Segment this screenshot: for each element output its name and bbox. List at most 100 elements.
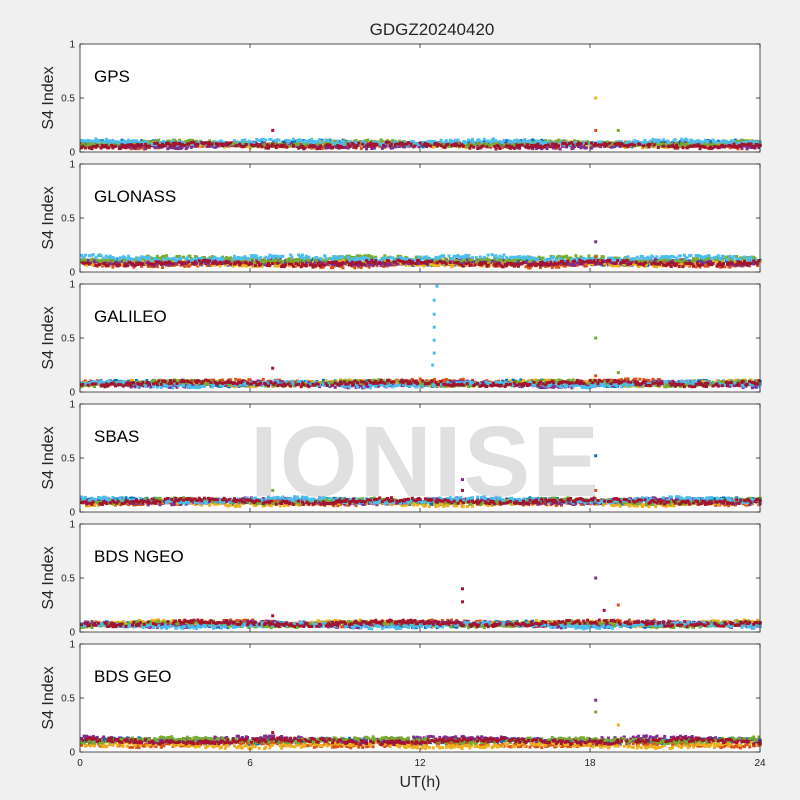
data-point xyxy=(648,139,652,143)
data-point xyxy=(268,260,272,264)
data-point xyxy=(183,259,187,263)
data-point xyxy=(277,138,281,142)
data-point xyxy=(746,145,750,149)
data-point xyxy=(183,143,187,147)
data-point xyxy=(243,138,247,142)
data-point xyxy=(255,137,259,141)
data-point xyxy=(512,264,516,268)
data-point xyxy=(192,262,196,266)
data-point xyxy=(732,255,736,258)
data-point xyxy=(437,142,440,146)
data-point xyxy=(498,140,502,144)
data-point xyxy=(359,262,363,266)
data-point xyxy=(642,256,646,260)
data-point xyxy=(675,143,678,147)
data-point xyxy=(698,147,702,151)
data-point xyxy=(153,256,157,260)
data-point xyxy=(208,141,212,145)
data-point xyxy=(242,256,246,260)
data-point xyxy=(472,145,476,149)
data-point xyxy=(107,146,111,150)
data-point xyxy=(167,142,171,146)
plot-area xyxy=(80,44,760,152)
data-point xyxy=(193,142,197,146)
data-point xyxy=(658,138,661,142)
data-point xyxy=(252,254,256,257)
data-point xyxy=(141,262,145,266)
data-point xyxy=(650,260,654,263)
data-point xyxy=(627,143,631,147)
data-point xyxy=(412,140,416,144)
data-point xyxy=(658,144,661,148)
data-point xyxy=(365,144,369,148)
data-point xyxy=(333,142,337,146)
data-point xyxy=(344,257,348,261)
data-point xyxy=(106,263,110,267)
data-point xyxy=(609,145,613,149)
data-point xyxy=(681,146,685,150)
data-point xyxy=(299,139,303,143)
data-point xyxy=(703,145,707,149)
data-point xyxy=(112,140,116,144)
data-point xyxy=(251,258,255,262)
data-point xyxy=(355,254,359,258)
data-point xyxy=(162,254,166,258)
data-point xyxy=(168,261,172,265)
data-point xyxy=(242,145,246,148)
data-point xyxy=(599,262,603,265)
data-point xyxy=(592,143,596,147)
data-point xyxy=(196,142,200,146)
data-point xyxy=(102,258,106,262)
data-point xyxy=(685,256,689,260)
data-point xyxy=(652,265,656,268)
data-point xyxy=(247,257,251,261)
data-point xyxy=(120,138,124,142)
data-point xyxy=(685,138,689,142)
data-point xyxy=(216,262,219,266)
data-point xyxy=(315,256,319,259)
data-point xyxy=(304,254,308,258)
data-point xyxy=(511,262,515,266)
data-point xyxy=(158,145,162,149)
data-point xyxy=(341,266,345,270)
data-point xyxy=(433,261,437,264)
data-point xyxy=(541,256,545,260)
data-point xyxy=(393,145,397,149)
data-point xyxy=(575,143,579,147)
data-point xyxy=(374,259,378,263)
data-point xyxy=(406,262,410,266)
data-point xyxy=(374,257,378,261)
data-point xyxy=(376,140,380,144)
data-point xyxy=(544,264,548,268)
data-point xyxy=(117,144,121,148)
data-point xyxy=(303,143,307,147)
data-point xyxy=(331,258,335,261)
data-point xyxy=(692,264,695,268)
y-tick-label: 0.5 xyxy=(61,214,75,225)
data-point xyxy=(140,264,144,268)
data-point xyxy=(354,261,358,265)
data-point xyxy=(274,146,278,150)
data-point xyxy=(637,262,641,266)
data-point xyxy=(603,141,607,145)
data-point xyxy=(635,143,639,147)
data-point xyxy=(410,258,414,262)
data-point xyxy=(502,253,506,257)
data-point xyxy=(529,263,533,267)
data-point xyxy=(535,147,539,150)
data-point xyxy=(753,145,757,149)
data-point xyxy=(340,143,344,146)
data-point xyxy=(608,258,612,262)
data-point xyxy=(558,147,562,151)
data-point xyxy=(723,265,727,269)
series xyxy=(81,258,761,269)
data-point xyxy=(536,139,540,143)
data-point xyxy=(566,259,570,263)
data-point xyxy=(260,145,264,149)
data-point xyxy=(505,139,508,143)
data-point xyxy=(646,143,650,147)
data-point xyxy=(644,141,648,145)
data-point xyxy=(525,255,529,259)
data-point xyxy=(183,261,187,265)
data-point xyxy=(663,260,667,264)
